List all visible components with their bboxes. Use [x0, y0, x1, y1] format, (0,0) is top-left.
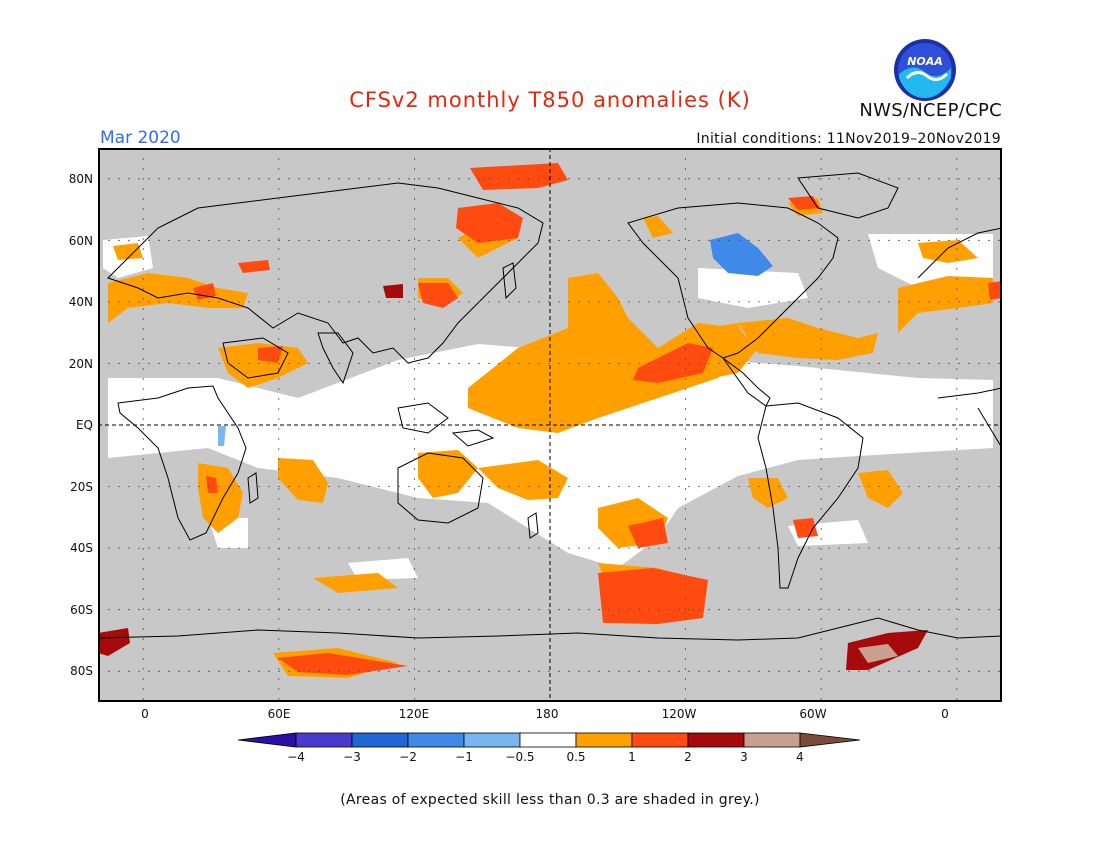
lat-label-60s: 60S [70, 603, 93, 617]
lat-label-20n: 20N [68, 357, 93, 371]
colorbar-swatch [295, 732, 353, 748]
colorbar-label: −2 [399, 750, 417, 764]
lat-label-80s: 80S [70, 664, 93, 678]
lon-label-60e: 60E [267, 707, 291, 721]
colorbar-label: −3 [343, 750, 361, 764]
colorbar-label: −1 [455, 750, 473, 764]
colorbar-swatch [743, 732, 801, 748]
skill-footnote: (Areas of expected skill less than 0.3 a… [340, 792, 760, 808]
lon-label-180: 180 [535, 707, 559, 721]
lat-label-40s: 40S [70, 541, 93, 555]
lon-label-60w: 60W [799, 707, 827, 721]
colorbar-label: 0.5 [566, 750, 586, 764]
lat-label-eq: EQ [75, 418, 93, 432]
colorbar-label: 2 [684, 750, 692, 764]
lon-label-0: 0 [141, 707, 149, 721]
map-title: CFSv2 monthly T850 anomalies (K) [349, 88, 751, 112]
anomaly-map [98, 148, 1002, 702]
colorbar-swatch [407, 732, 465, 748]
colorbar-swatch [575, 732, 633, 748]
lat-label-20s: 20S [70, 480, 93, 494]
colorbar [238, 732, 861, 748]
anomaly-1-2-regions [193, 163, 1002, 675]
colorbar-swatch [463, 732, 521, 748]
initial-conditions-label: Initial conditions: 11Nov2019–20Nov2019 [696, 131, 1001, 147]
lat-label-80n: 80N [68, 172, 93, 186]
equator-and-dateline [98, 148, 1002, 702]
colorbar-label: 3 [740, 750, 748, 764]
lon-label-120w: 120W [661, 707, 697, 721]
colorbar-low-arrow [238, 732, 297, 748]
lon-label-0-east: 0 [941, 707, 949, 721]
svg-text:NOAA: NOAA [907, 55, 943, 68]
colorbar-label: 1 [628, 750, 636, 764]
valid-month-label: Mar 2020 [100, 128, 181, 148]
colorbar-high-arrow [799, 732, 861, 748]
coastlines [98, 172, 1002, 641]
colorbar-label: −4 [287, 750, 305, 764]
colorbar-swatch [687, 732, 745, 748]
noaa-logo-icon: NOAA [894, 39, 956, 101]
colorbar-label: 4 [796, 750, 804, 764]
lat-label-40n: 40N [68, 295, 93, 309]
anomaly-negative-region [710, 233, 773, 276]
lat-label-60n: 60N [68, 234, 93, 248]
map-frame [98, 148, 1002, 702]
colorbar-swatch [351, 732, 409, 748]
lon-label-120e: 120E [398, 707, 430, 721]
anomaly-3-4-region [858, 644, 898, 663]
agency-label: NWS/NCEP/CPC [859, 100, 1002, 121]
anomaly-slight-negative-region [218, 426, 226, 446]
colorbar-swatch [519, 732, 577, 748]
colorbar-label: −0.5 [505, 750, 535, 764]
colorbar-swatch [631, 732, 689, 748]
